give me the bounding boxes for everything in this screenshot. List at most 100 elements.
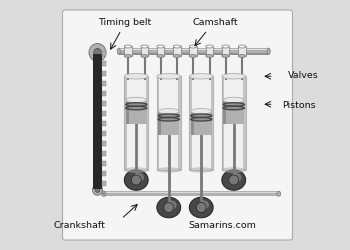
Bar xyxy=(173,46,181,56)
Text: Pistons: Pistons xyxy=(282,100,316,110)
Bar xyxy=(124,46,132,56)
Text: Samarins.com: Samarins.com xyxy=(189,220,257,230)
Ellipse shape xyxy=(231,173,241,182)
Bar xyxy=(102,51,106,56)
Ellipse shape xyxy=(92,185,103,195)
Ellipse shape xyxy=(157,45,164,48)
Bar xyxy=(191,111,194,135)
Ellipse shape xyxy=(189,74,213,79)
Ellipse shape xyxy=(157,168,181,172)
Bar xyxy=(222,46,229,56)
Text: Camshaft: Camshaft xyxy=(192,18,238,27)
Bar xyxy=(222,76,224,170)
Bar xyxy=(223,103,244,106)
Ellipse shape xyxy=(189,54,197,58)
Ellipse shape xyxy=(166,200,176,209)
Ellipse shape xyxy=(189,168,213,172)
Bar xyxy=(191,114,212,117)
Bar xyxy=(102,111,106,116)
Bar xyxy=(102,161,106,166)
Ellipse shape xyxy=(222,45,229,48)
Ellipse shape xyxy=(222,54,229,58)
Bar xyxy=(178,76,181,170)
Circle shape xyxy=(196,202,206,212)
Bar xyxy=(119,48,269,54)
Bar xyxy=(158,111,179,135)
Ellipse shape xyxy=(103,192,105,195)
Bar xyxy=(158,118,179,120)
Ellipse shape xyxy=(157,74,181,79)
Ellipse shape xyxy=(222,168,246,172)
Ellipse shape xyxy=(141,45,148,48)
Bar xyxy=(102,61,106,66)
Ellipse shape xyxy=(222,74,246,79)
Bar xyxy=(189,46,197,56)
Bar xyxy=(126,100,129,124)
Circle shape xyxy=(164,202,174,212)
Bar xyxy=(157,46,164,56)
Ellipse shape xyxy=(124,54,132,58)
Ellipse shape xyxy=(89,44,106,62)
Ellipse shape xyxy=(267,48,270,54)
Bar xyxy=(126,100,147,124)
Bar xyxy=(104,191,279,196)
Bar xyxy=(126,103,147,106)
Bar xyxy=(102,171,106,176)
Ellipse shape xyxy=(95,188,100,192)
Ellipse shape xyxy=(124,168,148,172)
Bar xyxy=(126,107,147,109)
Ellipse shape xyxy=(173,45,181,48)
Ellipse shape xyxy=(124,74,148,79)
Circle shape xyxy=(131,175,141,185)
Ellipse shape xyxy=(124,45,132,48)
Bar xyxy=(102,181,106,186)
Bar xyxy=(102,101,106,106)
Bar xyxy=(102,151,106,156)
Bar xyxy=(102,121,106,126)
Bar xyxy=(189,76,213,170)
Bar xyxy=(119,48,269,50)
Bar xyxy=(238,46,246,56)
Bar xyxy=(191,118,212,120)
Bar xyxy=(222,76,246,170)
Ellipse shape xyxy=(173,54,181,58)
Bar xyxy=(189,76,192,170)
Bar xyxy=(124,76,127,170)
Ellipse shape xyxy=(157,54,164,58)
Bar xyxy=(124,76,148,170)
Bar xyxy=(206,46,213,56)
Bar xyxy=(191,111,212,135)
Ellipse shape xyxy=(198,200,209,209)
Ellipse shape xyxy=(126,97,147,103)
Ellipse shape xyxy=(117,48,120,54)
Ellipse shape xyxy=(206,45,213,48)
Bar xyxy=(158,111,161,135)
Bar xyxy=(243,76,246,170)
Text: Timing belt: Timing belt xyxy=(98,18,152,27)
Bar xyxy=(104,192,279,193)
Ellipse shape xyxy=(102,191,106,196)
Ellipse shape xyxy=(238,45,246,48)
Bar xyxy=(102,91,106,96)
Ellipse shape xyxy=(157,197,181,218)
Ellipse shape xyxy=(238,54,246,58)
Ellipse shape xyxy=(223,97,244,103)
Bar xyxy=(158,114,179,117)
Ellipse shape xyxy=(141,54,148,58)
Bar xyxy=(102,131,106,136)
Ellipse shape xyxy=(191,108,212,114)
Bar xyxy=(93,54,102,189)
Circle shape xyxy=(229,175,239,185)
Bar xyxy=(157,76,181,170)
Text: Valves: Valves xyxy=(287,70,318,80)
Ellipse shape xyxy=(94,48,101,56)
Ellipse shape xyxy=(133,173,144,182)
Bar xyxy=(102,81,106,86)
Ellipse shape xyxy=(277,191,281,196)
Bar xyxy=(102,71,106,76)
Ellipse shape xyxy=(222,170,246,190)
Bar xyxy=(141,46,148,56)
Bar xyxy=(157,76,159,170)
Bar xyxy=(223,100,244,124)
Bar xyxy=(146,76,148,170)
